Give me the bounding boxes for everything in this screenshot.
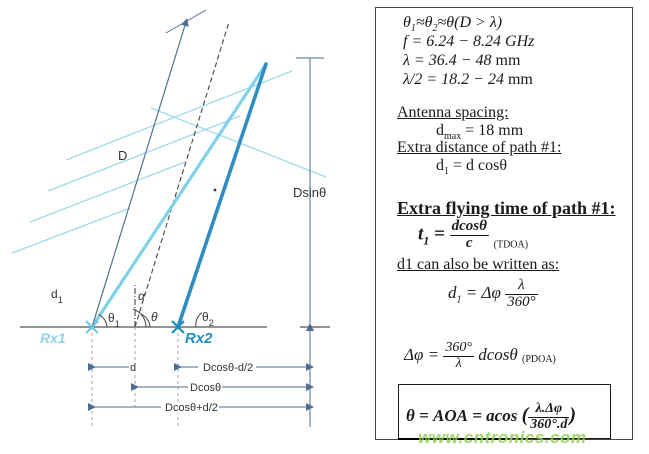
svg-text:Rx2: Rx2	[185, 330, 213, 347]
svg-text:Dcosθ: Dcosθ	[190, 382, 221, 394]
svg-text:Rx1: Rx1	[40, 330, 66, 346]
svg-text:d1: d1	[51, 287, 63, 305]
svg-text:θ1: θ1	[108, 311, 120, 329]
svg-text:Dcosθ+d/2: Dcosθ+d/2	[165, 402, 218, 414]
svg-text:θ2: θ2	[202, 310, 214, 328]
svg-text:α: α	[138, 289, 146, 303]
svg-text:Dsinθ: Dsinθ	[293, 185, 326, 200]
svg-text:Dcosθ-d/2: Dcosθ-d/2	[203, 362, 253, 374]
svg-text:D: D	[118, 148, 127, 163]
svg-text:d: d	[130, 362, 136, 374]
svg-text:θ: θ	[151, 310, 158, 324]
